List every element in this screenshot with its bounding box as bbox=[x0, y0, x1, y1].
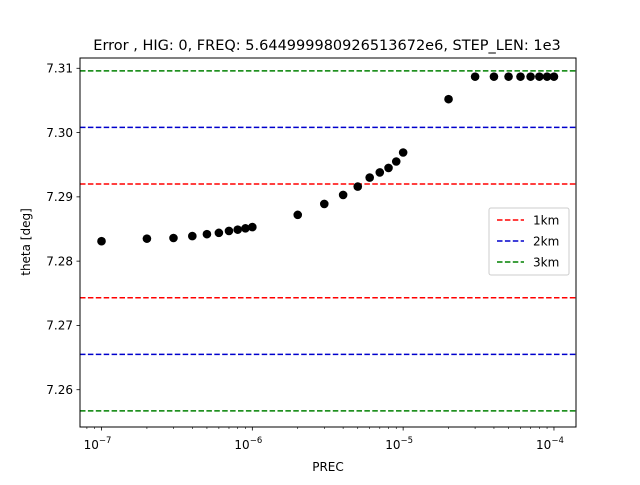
data-point bbox=[489, 72, 499, 81]
data-point bbox=[169, 233, 178, 243]
data-point bbox=[391, 157, 401, 166]
x-tick-label: 10−4 bbox=[536, 436, 564, 452]
data-point bbox=[142, 234, 152, 243]
x-axis-label: PREC bbox=[312, 460, 344, 474]
legend-label: 3km bbox=[533, 255, 559, 269]
x-tick-label: 10−5 bbox=[385, 436, 413, 452]
data-point bbox=[444, 94, 453, 104]
data-point bbox=[214, 228, 224, 238]
y-tick-label: 7.28 bbox=[46, 254, 73, 268]
data-point bbox=[188, 231, 197, 241]
x-tick-label: 10−7 bbox=[84, 436, 112, 452]
data-point bbox=[384, 163, 393, 173]
y-tick-label: 7.27 bbox=[46, 319, 73, 333]
data-point bbox=[549, 72, 559, 81]
data-point bbox=[375, 168, 385, 177]
data-point bbox=[398, 148, 408, 157]
data-point bbox=[233, 225, 243, 234]
data-points bbox=[97, 72, 559, 246]
y-tick-label: 7.30 bbox=[46, 126, 73, 140]
legend-label: 1km bbox=[533, 213, 559, 227]
y-tick-label: 7.31 bbox=[46, 61, 73, 75]
plot-area-frame bbox=[79, 57, 577, 428]
data-point bbox=[224, 226, 234, 236]
y-tick-label: 7.29 bbox=[46, 190, 73, 204]
data-point bbox=[319, 199, 329, 209]
legend: 1km 2km 3km bbox=[488, 207, 570, 276]
data-point bbox=[241, 224, 250, 233]
data-point bbox=[97, 236, 106, 246]
data-point bbox=[516, 72, 525, 81]
data-point bbox=[470, 72, 480, 81]
data-point bbox=[542, 72, 552, 81]
data-point bbox=[353, 182, 363, 191]
data-point bbox=[338, 190, 348, 200]
legend-box bbox=[488, 207, 570, 276]
x-tick-label: 10−6 bbox=[234, 436, 262, 452]
data-point bbox=[504, 72, 513, 81]
data-point bbox=[365, 173, 374, 182]
data-point bbox=[248, 222, 257, 232]
legend-label: 2km bbox=[533, 234, 559, 248]
y-axis-ticks: 7.26 7.27 7.28 7.29 7.30 7.31 bbox=[46, 61, 80, 397]
chart-title: Error , HIG: 0, FREQ: 5.6449999809265136… bbox=[93, 38, 560, 54]
y-tick-label: 7.26 bbox=[46, 383, 73, 397]
y-axis-label: theta [deg] bbox=[19, 208, 33, 276]
data-point bbox=[535, 72, 544, 81]
x-axis-ticks: 10−7 10−6 10−5 10−4 bbox=[84, 427, 564, 452]
data-point bbox=[526, 72, 535, 81]
data-point bbox=[293, 210, 303, 220]
data-point bbox=[202, 229, 212, 239]
reference-lines bbox=[80, 70, 576, 412]
